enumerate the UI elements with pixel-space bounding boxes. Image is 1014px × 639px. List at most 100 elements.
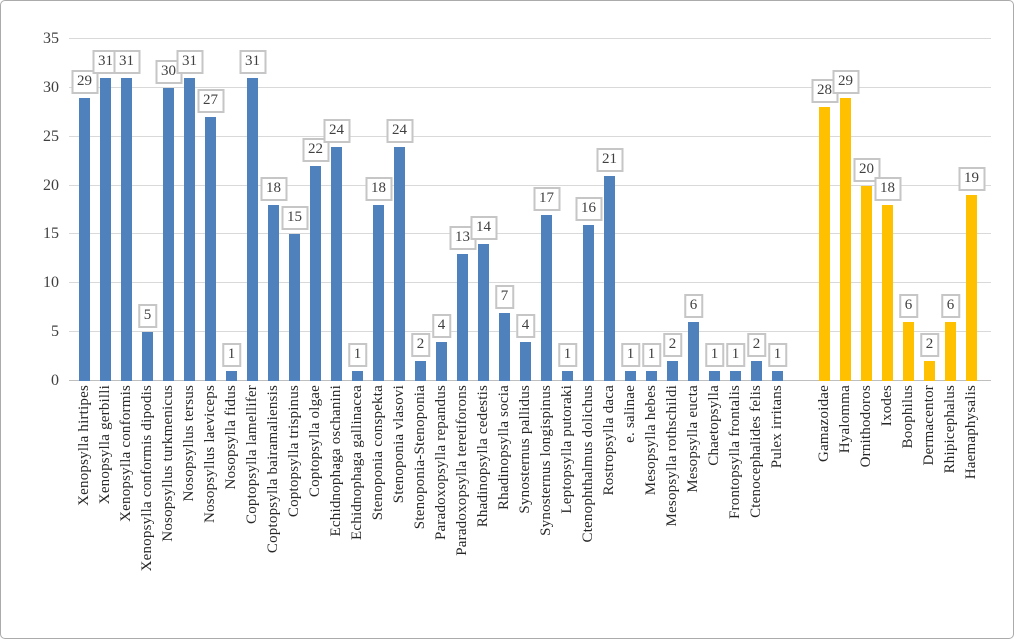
category-label-text: Ornithodoros [858, 385, 874, 468]
category-label-fleas-9: Coptopsylla bairamaliensis [263, 385, 284, 635]
bar-fleas-33 [772, 371, 783, 381]
bar-ticks-and-mites-5 [924, 361, 935, 381]
bar-fleas-12 [331, 146, 342, 381]
category-label-text: Rhadinopsylla socia [496, 385, 512, 511]
category-label-text: e. salinae [622, 385, 638, 443]
category-label-text: Coptopsylla olgae [307, 385, 323, 498]
data-label-fleas-16: 2 [410, 333, 431, 358]
data-label-fleas-13: 1 [347, 343, 368, 368]
category-label-text: Xenopsylla conformis dipodis [139, 385, 155, 572]
category-label-fleas-22: Synosternus longispinus [536, 385, 557, 635]
bar-fleas-27 [646, 371, 657, 381]
data-label-fleas-27: 1 [641, 343, 662, 368]
bar-fleas-20 [499, 312, 510, 381]
data-label-fleas-2: 31 [113, 50, 140, 75]
category-label-text: Chaetopsylla [706, 385, 722, 466]
data-label-fleas-7: 1 [221, 343, 242, 368]
bar-fleas-24 [583, 224, 594, 381]
data-label-fleas-20: 7 [494, 284, 515, 309]
category-label-fleas-23: Leptopsylla putoraki [557, 385, 578, 635]
y-tick-label-25: 25 [43, 127, 59, 145]
category-label-text: Paradoxopsylla repandus [433, 385, 449, 540]
category-label-text: Rostropsylla daca [601, 385, 617, 496]
category-label-fleas-21: Synosternus pallidus [515, 385, 536, 635]
data-label-fleas-19: 14 [470, 216, 497, 241]
bar-fleas-32 [751, 361, 762, 381]
bar-fleas-4 [163, 87, 174, 381]
category-label-text: Leptopsylla putoraki [559, 385, 575, 514]
bar-fleas-26 [625, 371, 636, 381]
category-label-fleas-29: Mesopsylla eucta [683, 385, 704, 635]
category-label-fleas-33: Pulex irritans [767, 385, 788, 635]
bar-fleas-11 [310, 166, 321, 381]
category-label-fleas-25: Rostropsylla daca [599, 385, 620, 635]
category-label-text: Nosopsyllus tersus [181, 385, 197, 502]
plot-area: 29 31 31 5 30 31 27 1 31 18 15 22 24 1 18 24 2 4 13 14 7 4 17 1… [69, 38, 991, 381]
category-label-text: Dermacentor [921, 385, 937, 466]
category-label-fleas-11: Coptopsylla olgae [305, 385, 326, 635]
category-label-ticks-and-mites-5: Dermacentor [919, 385, 940, 635]
category-label-text: Hyalomma [837, 385, 853, 454]
data-label-fleas-14: 18 [365, 177, 392, 202]
bar-fleas-22 [541, 214, 552, 381]
category-label-text: Coptopsylla trispinus [286, 385, 302, 518]
bar-fleas-3 [142, 332, 153, 381]
data-label-ticks-and-mites-3: 18 [874, 177, 901, 202]
data-label-fleas-25: 21 [596, 147, 623, 172]
category-label-text: Mesopsylla rothschildi [664, 385, 680, 527]
bar-fleas-25 [604, 175, 615, 381]
data-label-ticks-and-mites-1: 29 [832, 69, 859, 94]
bar-fleas-16 [415, 361, 426, 381]
data-label-fleas-6: 27 [197, 89, 224, 114]
data-label-fleas-9: 18 [260, 177, 287, 202]
category-label-text: Nosopsylla fidus [223, 385, 239, 490]
category-label-fleas-8: Coptopsylla lamellifer [242, 385, 263, 635]
category-label-fleas-4: Nosopsyllus turkmenicus [158, 385, 179, 635]
bar-ticks-and-mites-2 [861, 185, 872, 381]
category-label-ticks-and-mites-0: Gamazoidae [814, 385, 835, 635]
category-label-text: Ctenocephalides felis [748, 385, 764, 518]
category-label-text: Haemaphysalis [963, 385, 979, 480]
y-axis: 0 5 10 15 20 25 30 35 [23, 31, 59, 389]
category-label-text: Synosternus pallidus [517, 385, 533, 514]
category-label-text: Boophilus [900, 385, 916, 449]
data-label-fleas-26: 1 [620, 343, 641, 368]
category-label-fleas-30: Chaetopsylla [704, 385, 725, 635]
category-label-fleas-10: Coptopsylla trispinus [284, 385, 305, 635]
bar-fleas-17 [436, 341, 447, 381]
category-label-fleas-32: Ctenocephalides felis [746, 385, 767, 635]
data-label-fleas-23: 1 [557, 343, 578, 368]
data-label-fleas-5: 31 [176, 50, 203, 75]
y-tick-label-0: 0 [51, 372, 59, 389]
category-label-text: Ctenophthalmus dolichus [580, 385, 596, 543]
category-label-fleas-26: e. salinae [620, 385, 641, 635]
y-tick-label-15: 15 [43, 225, 59, 243]
bar-fleas-7 [226, 371, 237, 381]
y-tick-label-30: 30 [43, 78, 59, 96]
category-label-fleas-31: Frontopsylla frontalis [725, 385, 746, 635]
category-label-fleas-24: Ctenophthalmus dolichus [578, 385, 599, 635]
category-label-fleas-19: Rhadinopsylla cedestis [473, 385, 494, 635]
bar-fleas-28 [667, 361, 678, 381]
category-label-fleas-13: Echidnophaga gallinacea [347, 385, 368, 635]
category-label-fleas-6: Nosopsyllus laeviceps [200, 385, 221, 635]
bar-fleas-21 [520, 341, 531, 381]
category-label-fleas-5: Nosopsyllus tersus [179, 385, 200, 635]
bar-fleas-19 [478, 244, 489, 381]
data-label-fleas-30: 1 [704, 343, 725, 368]
gridline-10 [69, 282, 991, 284]
data-label-fleas-33: 1 [767, 343, 788, 368]
category-label-text: Pulex irritans [769, 385, 785, 469]
gridline-20 [69, 184, 991, 186]
category-label-text: Coptopsylla bairamaliensis [265, 385, 281, 554]
bar-fleas-2 [121, 78, 132, 381]
data-label-fleas-32: 2 [746, 333, 767, 358]
category-label-text: Frontopsylla frontalis [727, 385, 743, 519]
category-label-fleas-16: Stenoponia-Stenoponia [410, 385, 431, 635]
y-tick-label-10: 10 [43, 274, 59, 292]
category-label-ticks-and-mites-2: Ornithodoros [856, 385, 877, 635]
data-label-fleas-31: 1 [725, 343, 746, 368]
data-label-ticks-and-mites-7: 19 [958, 167, 985, 192]
bar-fleas-6 [205, 117, 216, 381]
